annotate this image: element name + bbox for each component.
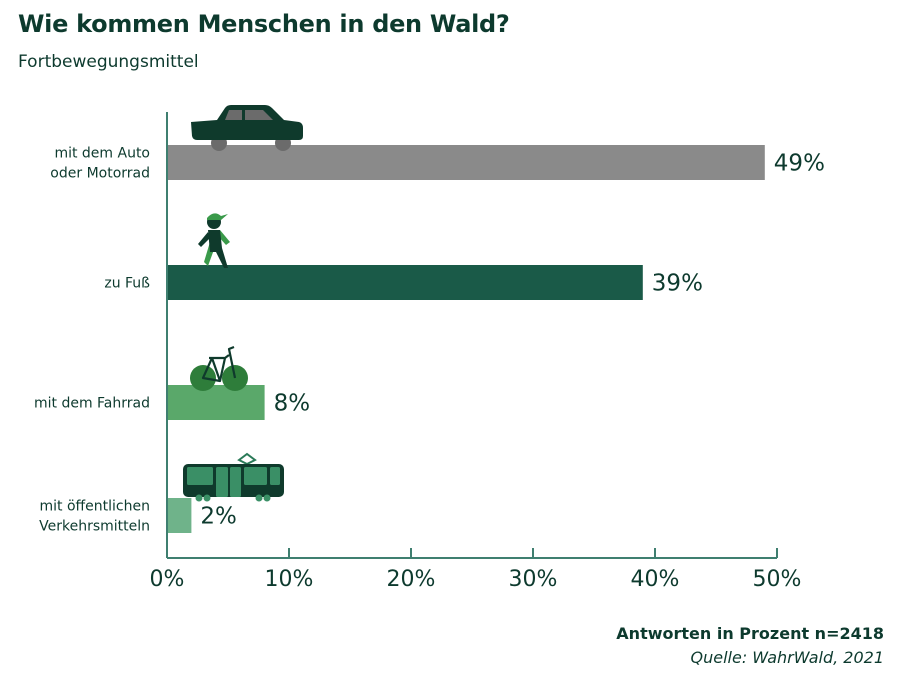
car-window (225, 110, 242, 120)
icons-layer (183, 105, 303, 502)
pedestrian-arm-front (198, 232, 210, 247)
value-label: 8% (274, 391, 311, 417)
value-label: 49% (774, 151, 825, 177)
value-label: 39% (652, 271, 703, 297)
tram-window (216, 467, 228, 497)
tram-window (270, 467, 280, 485)
pedestrian-body (208, 230, 228, 268)
x-tick-label: 20% (387, 567, 436, 592)
x-axis: 0% 10% 20% 30% 40% 50% (150, 112, 802, 592)
pedestrian-icon (198, 213, 230, 268)
tram-icon (183, 452, 284, 502)
chart-subtitle: Fortbewegungsmittel (18, 52, 199, 72)
category-label: zu Fuß (104, 276, 150, 292)
tram-wheel (263, 494, 271, 502)
bar (167, 498, 192, 533)
car-window (245, 110, 273, 120)
category-label-line: Verkehrsmitteln (39, 519, 150, 535)
x-tick-label: 40% (631, 567, 680, 592)
tram-window (187, 467, 213, 485)
category-label-line: oder Motorrad (50, 166, 150, 182)
car-icon (191, 105, 303, 151)
tram-wheel (255, 494, 263, 502)
pedestrian-arm (218, 230, 230, 245)
chart-title: Wie kommen Menschen in den Wald? (18, 10, 510, 38)
tram-pantograph (237, 452, 257, 466)
category-label-line: zu Fuß (104, 276, 150, 292)
value-label: 2% (200, 504, 237, 530)
tram-wheel (195, 494, 203, 502)
bar (167, 385, 265, 420)
footer-source: Quelle: WahrWald, 2021 (690, 648, 885, 667)
tram-window (244, 467, 267, 485)
bicycle-icon (190, 345, 248, 391)
bars-layer (167, 145, 765, 533)
bicycle-frame (201, 345, 237, 383)
x-tick-label: 10% (265, 567, 314, 592)
footer-note: Antworten in Prozent n=2418 (616, 624, 884, 643)
x-tick-label: 50% (753, 567, 802, 592)
tram-window (230, 467, 241, 497)
x-tick-label: 0% (150, 567, 185, 592)
category-label-line: mit dem Fahrrad (34, 396, 150, 412)
category-label: mit dem Auto oder Motorrad (50, 146, 150, 182)
bar (167, 265, 643, 300)
category-label-line: mit öffentlichen (40, 499, 151, 515)
car-body (191, 105, 303, 140)
tram-wheel (203, 494, 211, 502)
labels-layer: 49% mit dem Auto oder Motorrad 39% zu Fuß 8% m… (34, 146, 825, 535)
bar (167, 145, 765, 180)
category-label: mit öffentlichen Verkehrsmitteln (39, 499, 150, 535)
category-label-line: mit dem Auto (54, 146, 150, 162)
x-tick-label: 30% (509, 567, 558, 592)
category-label: mit dem Fahrrad (34, 396, 150, 412)
pedestrian-cap (207, 213, 228, 220)
